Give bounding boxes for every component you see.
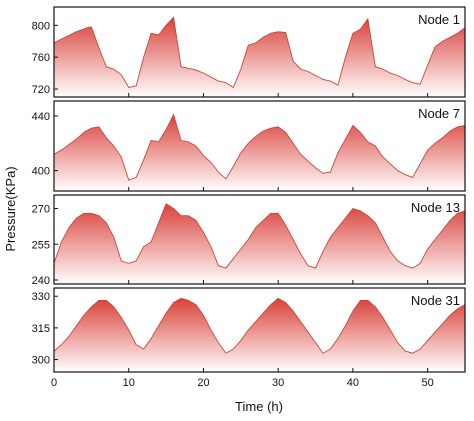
panel-label: Node 7	[418, 106, 460, 121]
y-tick-label: 440	[32, 111, 50, 123]
panel-label: Node 31	[411, 293, 460, 308]
y-tick-label: 270	[32, 204, 50, 216]
panel-frame-2	[53, 100, 466, 192]
x-tick-label: 10	[123, 377, 135, 389]
series-line-panel-4	[53, 297, 466, 354]
series-line-panel-2	[53, 113, 466, 181]
panel-label: Node 1	[418, 12, 460, 27]
area-fill-panel-4	[54, 298, 465, 372]
panels-layer: 720 760 800 Node 1 400 440 Node 7 240 255 270 Node…	[32, 6, 466, 373]
panel-frame-1	[53, 6, 466, 98]
x-tick-label: 40	[347, 377, 359, 389]
y-tick-label: 400	[32, 166, 50, 178]
x-tick-label: 50	[422, 377, 434, 389]
x-tick-label: 0	[51, 377, 57, 389]
y-tick-label: 315	[32, 323, 50, 335]
series-line-panel-1	[53, 16, 466, 89]
panel-3: 240 255 270 Node 13	[32, 194, 466, 287]
area-fill-panel-2	[54, 114, 465, 191]
series-line-panel-3	[53, 203, 466, 269]
y-tick-label: 760	[32, 52, 50, 64]
panel-2: 400 440 Node 7	[32, 100, 466, 192]
panel-frame-4	[53, 287, 466, 373]
y-tick-label: 300	[32, 355, 50, 367]
area-fill-panel-3	[54, 203, 465, 284]
y-tick-label: 720	[32, 84, 50, 96]
y-tick-label: 330	[32, 291, 50, 303]
x-axis: 0 10 20 30 40 50	[51, 377, 434, 389]
y-axis-title: Pressure(KPa)	[3, 166, 18, 251]
x-axis-title: Time (h)	[235, 399, 283, 414]
panel-4: 300 315 330 Node 31	[32, 287, 466, 373]
y-tick-label: 800	[32, 20, 50, 32]
panel-1: 720 760 800 Node 1	[32, 6, 466, 98]
x-tick-label: 30	[272, 377, 284, 389]
y-tick-label: 240	[32, 275, 50, 287]
panel-frame-3	[53, 194, 466, 285]
x-tick-label: 20	[197, 377, 209, 389]
area-fill-panel-1	[54, 17, 465, 97]
y-tick-label: 255	[32, 239, 50, 251]
panel-label: Node 13	[411, 200, 460, 215]
